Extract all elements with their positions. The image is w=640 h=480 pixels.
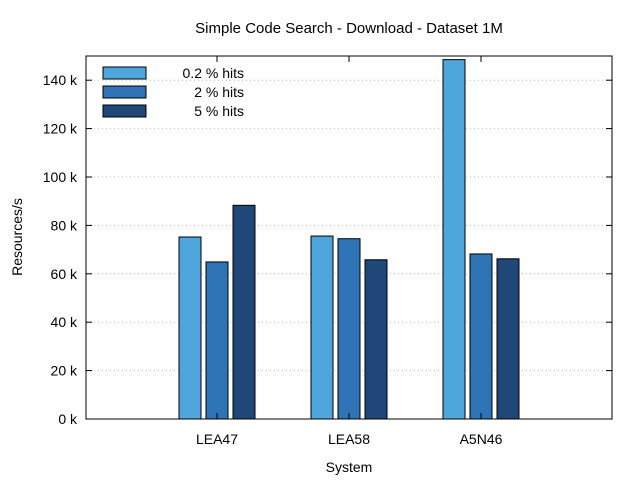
legend: 0.2 % hits 2 % hits 5 % hits xyxy=(102,65,244,119)
legend-swatch xyxy=(102,104,147,118)
y-tick-label: 20 k xyxy=(51,363,78,379)
bar-lea47-series-1 xyxy=(178,236,202,420)
bar-lea58-series-1 xyxy=(310,235,334,420)
y-tick-label: 60 k xyxy=(51,266,78,282)
legend-label: 5 % hits xyxy=(194,103,244,119)
chart-title: Simple Code Search - Download - Dataset … xyxy=(195,20,503,37)
legend-label: 2 % hits xyxy=(194,84,244,100)
x-tick-label: A5N46 xyxy=(460,431,503,447)
bar-lea58-series-2 xyxy=(337,238,361,420)
y-tick-label: 120 k xyxy=(43,121,78,137)
y-tick-label: 0 k xyxy=(58,411,78,427)
y-tick-label: 80 k xyxy=(51,217,78,233)
x-axis-label: System xyxy=(326,459,373,475)
y-axis-label: Resources/s xyxy=(9,198,25,276)
y-tick-label: 100 k xyxy=(43,169,78,185)
bar-a5n46-series-3 xyxy=(496,258,520,420)
y-axis: 0 k 20 k 40 k 60 k 80 k 100 k 120 k 140 k xyxy=(43,72,612,427)
legend-swatch xyxy=(102,66,147,80)
bar-a5n46-series-1 xyxy=(442,59,466,420)
bar-lea58-series-3 xyxy=(364,259,388,420)
x-tick-label: LEA58 xyxy=(328,431,370,447)
legend-swatch xyxy=(102,85,147,99)
bar-lea47-series-3 xyxy=(232,204,256,420)
y-tick-label: 40 k xyxy=(51,314,78,330)
x-tick-label: LEA47 xyxy=(196,431,238,447)
y-tick-label: 140 k xyxy=(43,72,78,88)
bar-lea47-series-2 xyxy=(205,261,229,420)
legend-label: 0.2 % hits xyxy=(183,65,244,81)
x-axis: LEA47 LEA58 A5N46 xyxy=(196,56,503,447)
bars xyxy=(178,59,520,420)
bar-a5n46-series-2 xyxy=(469,253,493,420)
